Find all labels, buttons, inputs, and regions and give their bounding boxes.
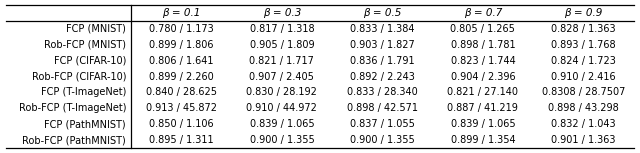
Text: 0.898 / 42.571: 0.898 / 42.571 [347, 103, 418, 114]
Text: 0.910 / 44.972: 0.910 / 44.972 [246, 103, 317, 114]
Text: 0.898 / 1.781: 0.898 / 1.781 [451, 39, 515, 50]
Text: 0.780 / 1.173: 0.780 / 1.173 [149, 24, 214, 34]
Text: 0.898 / 43.298: 0.898 / 43.298 [548, 103, 619, 114]
Text: 0.893 / 1.768: 0.893 / 1.768 [551, 39, 616, 50]
Text: 0.899 / 2.260: 0.899 / 2.260 [149, 71, 214, 82]
Text: 0.910 / 2.416: 0.910 / 2.416 [551, 71, 616, 82]
Text: β = 0.9: β = 0.9 [564, 8, 602, 18]
Text: 0.901 / 1.363: 0.901 / 1.363 [551, 135, 616, 145]
Text: 0.833 / 28.340: 0.833 / 28.340 [347, 88, 418, 97]
Text: 0.828 / 1.363: 0.828 / 1.363 [551, 24, 616, 34]
Text: 0.907 / 2.405: 0.907 / 2.405 [250, 71, 314, 82]
Text: 0.913 / 45.872: 0.913 / 45.872 [146, 103, 217, 114]
Text: 0.837 / 1.055: 0.837 / 1.055 [350, 119, 415, 129]
Text: 0.850 / 1.106: 0.850 / 1.106 [149, 119, 214, 129]
Text: 0.839 / 1.065: 0.839 / 1.065 [451, 119, 515, 129]
Text: Rob-FCP (CIFAR-10): Rob-FCP (CIFAR-10) [31, 71, 126, 82]
Text: FCP (MNIST): FCP (MNIST) [66, 24, 126, 34]
Text: FCP (PathMNIST): FCP (PathMNIST) [44, 119, 126, 129]
Text: β = 0.5: β = 0.5 [364, 8, 401, 18]
Text: 0.900 / 1.355: 0.900 / 1.355 [250, 135, 314, 145]
Text: 0.904 / 2.396: 0.904 / 2.396 [451, 71, 515, 82]
Text: 0.905 / 1.809: 0.905 / 1.809 [250, 39, 314, 50]
Text: 0.817 / 1.318: 0.817 / 1.318 [250, 24, 314, 34]
Text: β = 0.7: β = 0.7 [464, 8, 502, 18]
Text: 0.887 / 41.219: 0.887 / 41.219 [447, 103, 518, 114]
Text: 0.830 / 28.192: 0.830 / 28.192 [246, 88, 317, 97]
Text: Rob-FCP (PathMNIST): Rob-FCP (PathMNIST) [22, 135, 126, 145]
Text: 0.805 / 1.265: 0.805 / 1.265 [451, 24, 515, 34]
Text: β = 0.1: β = 0.1 [163, 8, 200, 18]
Text: 0.824 / 1.723: 0.824 / 1.723 [551, 56, 616, 65]
Text: β = 0.3: β = 0.3 [263, 8, 301, 18]
Text: 0.806 / 1.641: 0.806 / 1.641 [149, 56, 214, 65]
Text: 0.839 / 1.065: 0.839 / 1.065 [250, 119, 314, 129]
Text: 0.823 / 1.744: 0.823 / 1.744 [451, 56, 515, 65]
Text: 0.832 / 1.043: 0.832 / 1.043 [551, 119, 616, 129]
Text: 0.899 / 1.806: 0.899 / 1.806 [149, 39, 214, 50]
Text: 0.895 / 1.311: 0.895 / 1.311 [149, 135, 214, 145]
Text: 0.821 / 27.140: 0.821 / 27.140 [447, 88, 518, 97]
Text: Rob-FCP (MNIST): Rob-FCP (MNIST) [44, 39, 126, 50]
Text: 0.8308 / 28.7507: 0.8308 / 28.7507 [541, 88, 625, 97]
Text: Rob-FCP (T-ImageNet): Rob-FCP (T-ImageNet) [19, 103, 126, 114]
Text: FCP (T-ImageNet): FCP (T-ImageNet) [41, 88, 126, 97]
Text: FCP (CIFAR-10): FCP (CIFAR-10) [54, 56, 126, 65]
Text: 0.821 / 1.717: 0.821 / 1.717 [250, 56, 314, 65]
Text: 0.892 / 2.243: 0.892 / 2.243 [350, 71, 415, 82]
Text: 0.903 / 1.827: 0.903 / 1.827 [350, 39, 415, 50]
Text: 0.899 / 1.354: 0.899 / 1.354 [451, 135, 515, 145]
Text: 0.836 / 1.791: 0.836 / 1.791 [350, 56, 415, 65]
Text: 0.833 / 1.384: 0.833 / 1.384 [350, 24, 415, 34]
Text: 0.840 / 28.625: 0.840 / 28.625 [146, 88, 217, 97]
Text: 0.900 / 1.355: 0.900 / 1.355 [350, 135, 415, 145]
